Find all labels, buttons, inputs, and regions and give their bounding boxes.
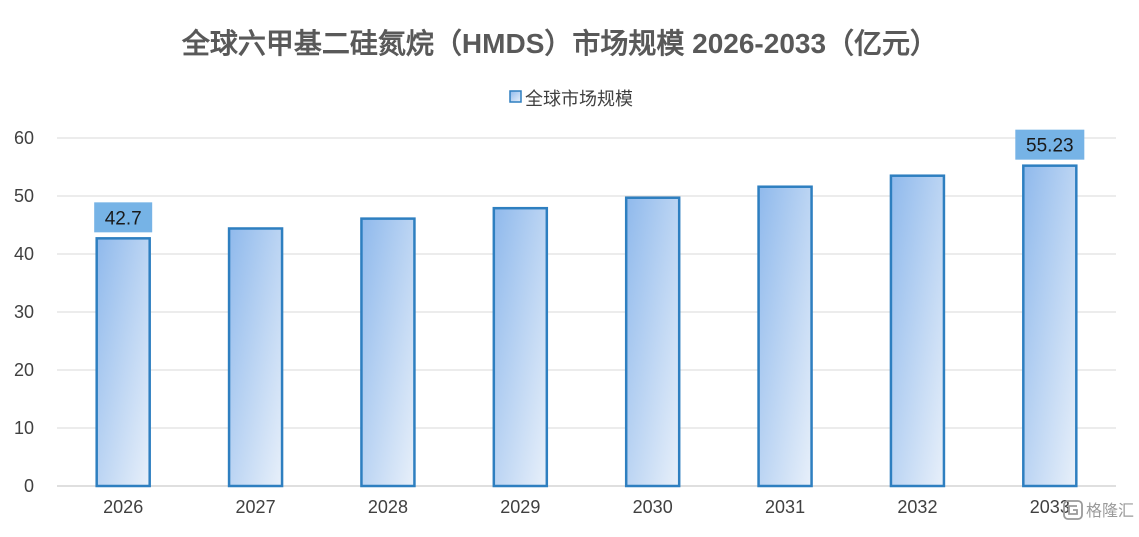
x-tick-label: 2033 <box>1030 497 1070 517</box>
bar-2032 <box>889 174 946 488</box>
y-tick-label: 40 <box>14 244 34 264</box>
x-tick-label: 2031 <box>765 497 805 517</box>
gridlines <box>57 137 1116 487</box>
bar-2027 <box>227 227 284 488</box>
bar-2026 <box>95 237 151 488</box>
data-labels: 42.7 55.23 <box>94 129 1085 233</box>
data-label-2033: 55.23 <box>1015 129 1085 160</box>
legend-label: 全球市场规模 <box>525 89 633 109</box>
y-tick-label: 10 <box>14 418 34 438</box>
watermark: 格隆汇 <box>1063 500 1134 520</box>
data-label-2026: 42.7 <box>94 202 153 233</box>
x-tick-label: 2030 <box>633 497 673 517</box>
data-label-box <box>1015 129 1085 160</box>
bar-2031 <box>757 185 813 488</box>
data-label-box <box>94 202 153 233</box>
y-tick-label: 0 <box>24 476 34 496</box>
bar-2033 <box>1022 164 1078 488</box>
x-tick-label: 2032 <box>897 497 937 517</box>
x-axis-ticks: 2026 2027 2028 2029 2030 2031 2032 2033 <box>103 497 1070 517</box>
bar-2030 <box>624 196 681 488</box>
bar-2028 <box>360 217 416 488</box>
watermark-text: 格隆汇 <box>1086 502 1134 520</box>
x-tick-label: 2028 <box>368 497 408 517</box>
chart-title: 全球六甲基二硅氮烷（HMDS）市场规模 2026-2033（亿元） <box>181 27 938 59</box>
x-tick-label: 2027 <box>236 497 276 517</box>
y-tick-label: 20 <box>14 360 34 380</box>
bars <box>95 164 1078 488</box>
y-tick-label: 50 <box>14 186 34 206</box>
y-tick-label: 30 <box>14 302 34 322</box>
x-tick-label: 2026 <box>103 497 143 517</box>
x-tick-label: 2029 <box>500 497 540 517</box>
data-label-text: 55.23 <box>1026 136 1074 157</box>
glh-logo-icon <box>1063 500 1083 520</box>
bar-2029 <box>492 206 549 488</box>
legend: 全球市场规模 <box>509 89 633 109</box>
legend-swatch <box>509 90 522 103</box>
y-tick-label: 60 <box>14 128 34 148</box>
data-label-text: 42.7 <box>105 208 142 229</box>
y-axis-ticks: 0 10 20 30 40 50 60 <box>14 128 34 496</box>
